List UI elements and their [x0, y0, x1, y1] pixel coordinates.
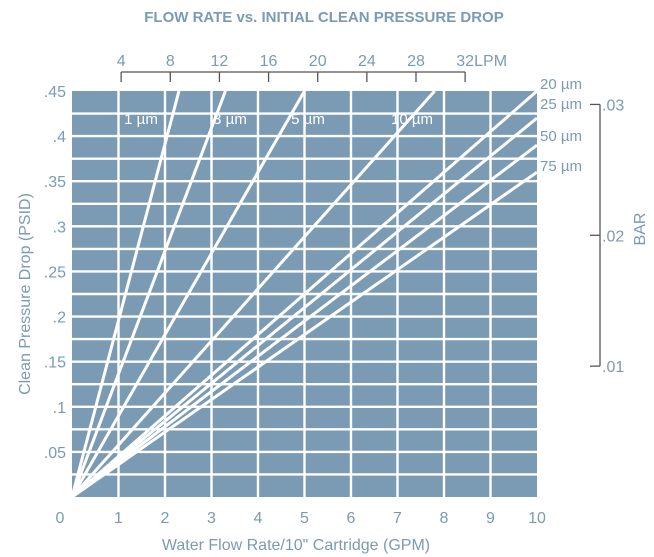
bar-axis: .01 .02 .03 — [590, 97, 624, 376]
lpm-axis: 4 8 12 16 20 24 28 32 LPM — [117, 53, 507, 82]
series-line — [72, 91, 306, 497]
bar-tick-label: .02 — [602, 228, 624, 245]
series-label: 75 µm — [540, 158, 582, 175]
y-tick-label: .25 — [44, 264, 66, 281]
x-axis-label: Water Flow Rate/10" Cartridge (GPM) — [162, 537, 430, 554]
x-tick-label: 8 — [440, 510, 449, 527]
lpm-tick-label: 32 — [456, 53, 474, 70]
series-line — [72, 116, 537, 497]
series-line — [72, 91, 227, 497]
y-axis-label: Clean Pressure Drop (PSID) — [17, 193, 34, 395]
y-tick-label: .4 — [53, 129, 66, 146]
lpm-tick-label: 20 — [309, 53, 327, 70]
y-tick-label: .1 — [53, 400, 66, 417]
chart-title: FLOW RATE vs. INITIAL CLEAN PRESSURE DRO… — [144, 9, 503, 26]
y-tick-label: .2 — [53, 310, 66, 327]
x-tick-label: 1 — [114, 510, 123, 527]
series-label: 5 µm — [291, 111, 325, 128]
x-tick-label: 10 — [528, 510, 546, 527]
y-tick-label: .05 — [44, 445, 66, 462]
lpm-tick-label: 8 — [166, 53, 175, 70]
x-tick-label: 0 — [56, 510, 65, 527]
series-label: 25 µm — [540, 96, 582, 113]
series-label: 1 µm — [124, 111, 158, 128]
lpm-tick-label: 24 — [358, 53, 376, 70]
x-tick-label: 3 — [207, 510, 216, 527]
x-tick-label: 9 — [486, 510, 495, 527]
y-tick-label: .45 — [44, 84, 66, 101]
series-lines — [72, 91, 537, 497]
bar-axis-label: BAR — [632, 213, 649, 246]
x-tick-label: 4 — [254, 510, 263, 527]
series-line — [72, 143, 537, 497]
series-label: 20 µm — [540, 76, 582, 93]
series-label: 50 µm — [540, 128, 582, 145]
series-line — [72, 170, 537, 497]
bar-tick-label: .01 — [602, 359, 624, 376]
series-label: 10 µm — [391, 111, 433, 128]
series-label: 3 µm — [213, 111, 247, 128]
series-line — [72, 91, 436, 497]
lpm-unit-label: LPM — [474, 53, 507, 70]
y-tick-label: .15 — [44, 355, 66, 372]
x-tick-label: 6 — [347, 510, 356, 527]
bar-tick-label: .03 — [602, 97, 624, 114]
lpm-tick-label: 16 — [260, 53, 278, 70]
y-tick-label: .3 — [53, 219, 66, 236]
x-tick-label: 7 — [393, 510, 402, 527]
y-tick-label: .35 — [44, 174, 66, 191]
x-tick-label: 2 — [161, 510, 170, 527]
series-line — [72, 91, 537, 497]
lpm-tick-label: 4 — [117, 53, 126, 70]
x-tick-label: 5 — [300, 510, 309, 527]
plot-area: 0 1 2 3 4 5 6 7 8 9 10 .05 .1 .15 .2 .25 .3 .35 .4 .45 1 µm 3… — [44, 76, 582, 527]
series-line — [72, 91, 181, 497]
lpm-tick-label: 28 — [407, 53, 425, 70]
lpm-tick-label: 12 — [211, 53, 229, 70]
